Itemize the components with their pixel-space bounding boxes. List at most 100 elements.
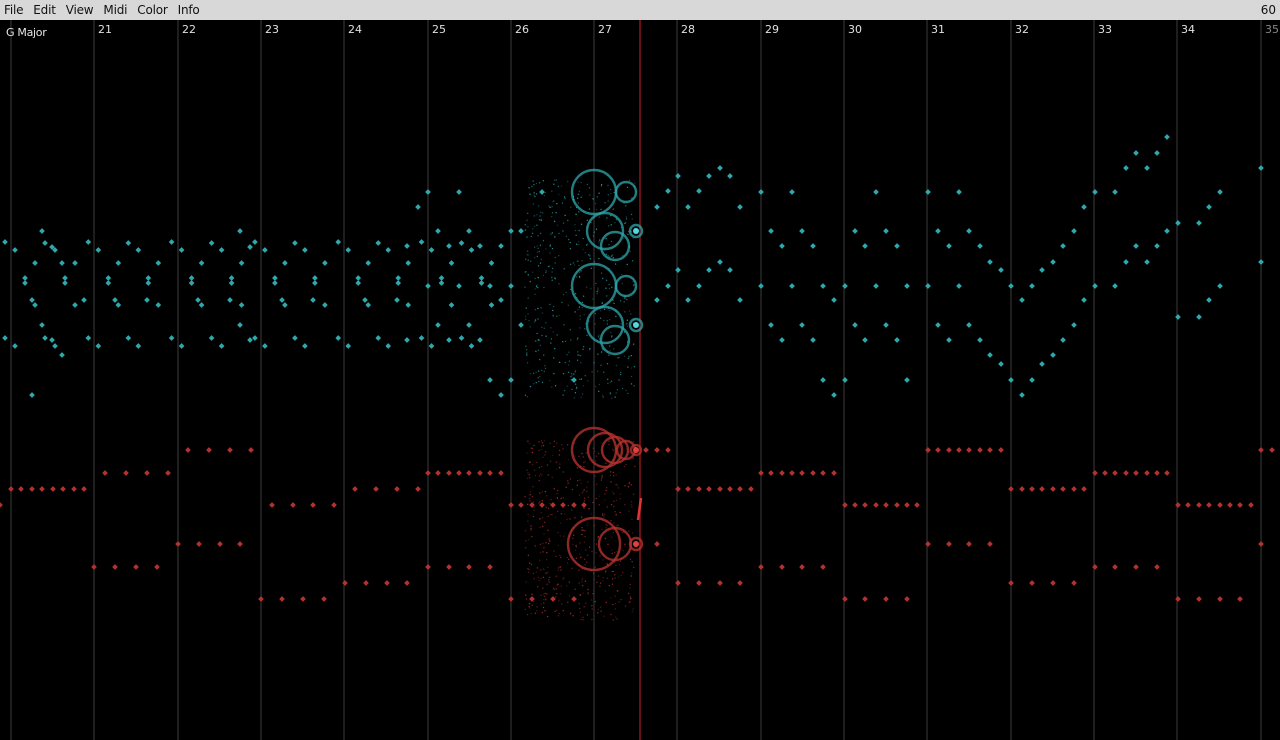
menu-info[interactable]: Info: [177, 3, 200, 17]
treble-particle: [577, 354, 579, 356]
bass-particle: [593, 525, 595, 527]
treble-particle: [562, 294, 565, 296]
bass-particle: [600, 610, 602, 612]
bass-particle: [632, 441, 635, 443]
treble-particle: [580, 362, 582, 364]
bass-note: [487, 470, 493, 476]
treble-particle: [532, 180, 534, 182]
bass-particle: [558, 600, 560, 602]
bass-particle: [584, 580, 587, 582]
treble-note: [12, 343, 18, 349]
bass-note: [1050, 580, 1056, 586]
bass-particle: [560, 556, 562, 558]
treble-note: [675, 173, 681, 179]
treble-particle: [544, 367, 547, 369]
treble-particle: [528, 187, 530, 189]
bass-particle: [584, 530, 586, 532]
treble-particle: [597, 334, 599, 336]
bass-particle: [601, 476, 603, 478]
bass-particle: [549, 460, 552, 462]
treble-particle: [610, 240, 613, 243]
bass-particle: [527, 554, 530, 557]
piano-roll-canvas[interactable]: G Major 21 22 23 24 25 26 27 28 29 30 31 32 33 34 35: [0, 20, 1280, 740]
treble-particle: [536, 214, 538, 216]
bass-particle: [600, 606, 602, 608]
treble-particle: [541, 312, 544, 314]
treble-particle: [619, 300, 622, 302]
treble-particle: [586, 244, 588, 246]
bass-particle: [594, 601, 596, 603]
bass-particle: [539, 500, 541, 503]
bass-note: [1217, 502, 1223, 508]
bass-particle: [543, 547, 545, 549]
bass-particle: [530, 528, 532, 531]
treble-particle: [609, 188, 612, 191]
treble-particle: [549, 206, 551, 209]
bass-particle: [587, 588, 589, 591]
treble-particle: [614, 221, 616, 224]
bass-note: [373, 486, 379, 492]
treble-particle: [526, 212, 529, 214]
bass-particle: [531, 535, 533, 538]
bass-particle: [526, 469, 528, 471]
treble-particle: [605, 279, 608, 282]
bass-note: [102, 470, 108, 476]
bass-particle: [572, 615, 574, 617]
bass-note: [1123, 470, 1129, 476]
bass-particle: [586, 554, 589, 557]
measure-label: 34: [1181, 23, 1195, 36]
treble-note: [539, 189, 545, 195]
bass-particle: [538, 502, 540, 504]
treble-particle: [554, 262, 556, 264]
treble-note: [385, 247, 392, 253]
bass-particle: [551, 476, 553, 478]
treble-particle: [537, 377, 539, 379]
treble-note: [904, 377, 910, 383]
menu-view[interactable]: View: [65, 3, 94, 17]
treble-particle: [607, 193, 609, 196]
treble-particle: [580, 396, 582, 399]
bass-note: [518, 502, 524, 508]
menu-color[interactable]: Color: [137, 3, 168, 17]
bass-particle: [560, 497, 562, 500]
key-signature-label: G Major: [6, 26, 47, 39]
treble-particle: [618, 379, 620, 381]
menu-edit[interactable]: Edit: [33, 3, 56, 17]
bass-note: [831, 470, 837, 476]
bass-particle: [617, 576, 620, 579]
bass-particle: [542, 551, 544, 553]
bass-particle: [531, 463, 534, 466]
bass-particle: [558, 449, 561, 452]
bass-note: [446, 470, 452, 476]
menu-file[interactable]: File: [4, 3, 24, 17]
bass-note: [810, 470, 816, 476]
bass-particle: [612, 475, 615, 477]
treble-particle: [536, 245, 538, 247]
treble-particle: [630, 383, 633, 385]
treble-particle: [527, 313, 529, 315]
bass-particle: [613, 522, 615, 524]
bass-particle: [546, 583, 548, 585]
treble-particle: [536, 276, 539, 279]
bass-particle: [540, 440, 543, 442]
bass-note: [987, 447, 993, 453]
bass-note: [477, 470, 483, 476]
bass-particle: [602, 559, 604, 561]
treble-particle: [614, 263, 617, 265]
treble-note: [446, 243, 452, 249]
bass-particle: [616, 618, 618, 620]
treble-particle: [613, 348, 615, 350]
bass-particle: [531, 447, 534, 450]
bass-note: [487, 564, 493, 570]
menu-midi[interactable]: Midi: [103, 3, 128, 17]
treble-note: [405, 302, 412, 308]
bass-note: [946, 447, 952, 453]
bass-note: [508, 502, 514, 508]
treble-note: [1144, 259, 1150, 265]
bass-note: [1112, 470, 1118, 476]
bass-particle: [551, 513, 553, 516]
treble-particle: [526, 250, 529, 252]
treble-particle: [534, 288, 536, 290]
treble-particle: [564, 340, 567, 342]
bass-note: [862, 502, 868, 508]
